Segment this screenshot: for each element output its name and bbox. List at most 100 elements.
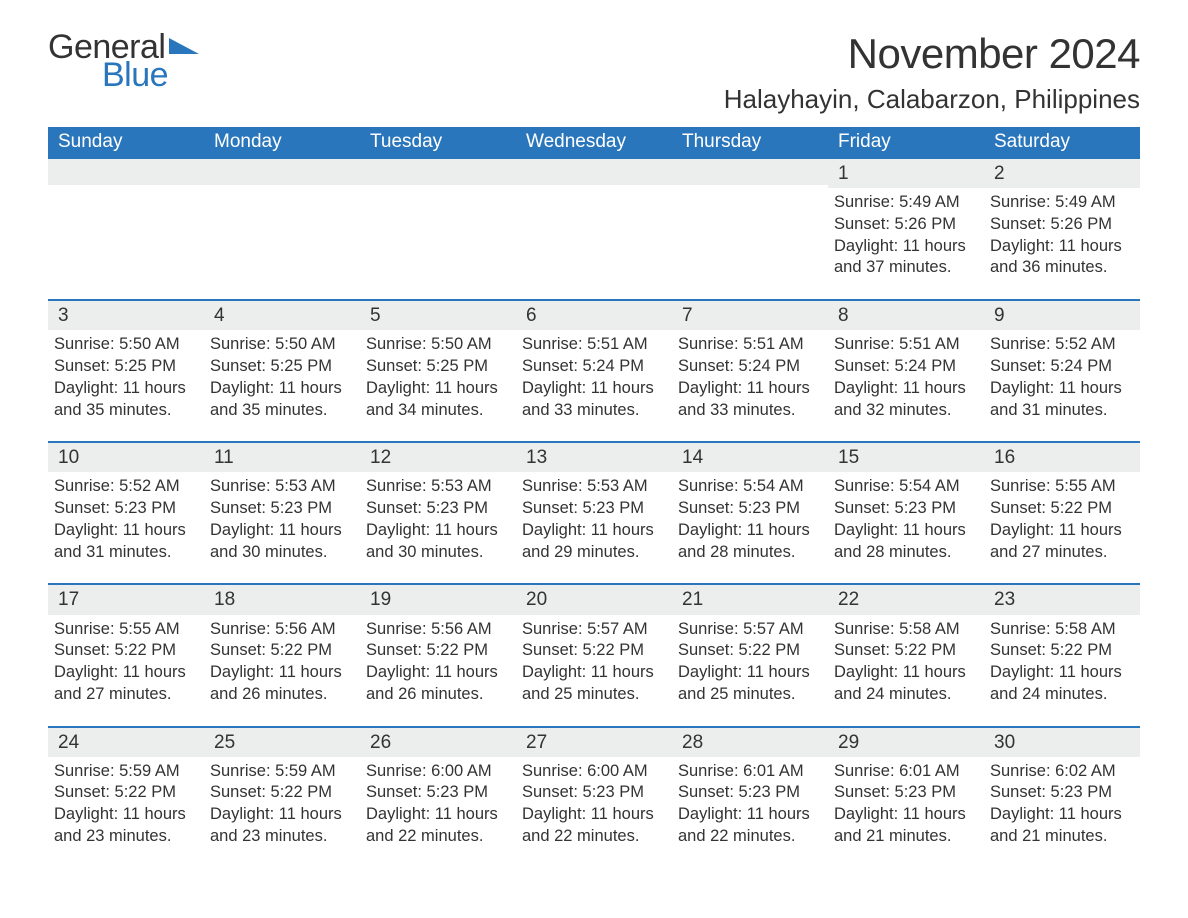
day-info-line: Daylight: 11 hours and 28 minutes. bbox=[678, 520, 822, 564]
calendar-day-cell: 23Sunrise: 5:58 AMSunset: 5:22 PMDayligh… bbox=[984, 583, 1140, 725]
day-number: 28 bbox=[672, 726, 828, 757]
day-info-line: Sunrise: 5:59 AM bbox=[210, 761, 354, 783]
calendar-day-cell: 12Sunrise: 5:53 AMSunset: 5:23 PMDayligh… bbox=[360, 441, 516, 583]
day-info-line: Sunset: 5:23 PM bbox=[834, 782, 978, 804]
calendar-day-cell: 2Sunrise: 5:49 AMSunset: 5:26 PMDaylight… bbox=[984, 157, 1140, 299]
day-info-line: Sunrise: 6:02 AM bbox=[990, 761, 1134, 783]
day-info-line: Sunrise: 5:54 AM bbox=[834, 476, 978, 498]
day-info-line: Sunset: 5:23 PM bbox=[54, 498, 198, 520]
day-info-line: Sunset: 5:23 PM bbox=[678, 782, 822, 804]
calendar-day-cell: 16Sunrise: 5:55 AMSunset: 5:22 PMDayligh… bbox=[984, 441, 1140, 583]
day-number: 25 bbox=[204, 726, 360, 757]
day-number: 5 bbox=[360, 299, 516, 330]
day-info-line: Daylight: 11 hours and 27 minutes. bbox=[990, 520, 1134, 564]
day-info-line: Sunrise: 5:49 AM bbox=[990, 192, 1134, 214]
day-number: 6 bbox=[516, 299, 672, 330]
day-number: 18 bbox=[204, 583, 360, 614]
day-info-line: Daylight: 11 hours and 26 minutes. bbox=[210, 662, 354, 706]
day-number: 16 bbox=[984, 441, 1140, 472]
day-info-line: Sunset: 5:23 PM bbox=[522, 782, 666, 804]
day-info-line: Daylight: 11 hours and 22 minutes. bbox=[366, 804, 510, 848]
day-number: 2 bbox=[984, 157, 1140, 188]
day-info-line: Sunrise: 5:58 AM bbox=[834, 619, 978, 641]
day-info-line: Sunrise: 5:52 AM bbox=[54, 476, 198, 498]
day-number: 26 bbox=[360, 726, 516, 757]
location-subtitle: Halayhayin, Calabarzon, Philippines bbox=[724, 84, 1140, 115]
day-number: 3 bbox=[48, 299, 204, 330]
day-info-line: Sunrise: 5:56 AM bbox=[210, 619, 354, 641]
day-info-line: Sunset: 5:24 PM bbox=[522, 356, 666, 378]
day-info-line: Sunset: 5:22 PM bbox=[990, 640, 1134, 662]
day-info-line: Sunrise: 6:01 AM bbox=[678, 761, 822, 783]
day-info-line: Daylight: 11 hours and 31 minutes. bbox=[990, 378, 1134, 422]
day-number: 22 bbox=[828, 583, 984, 614]
day-number: 4 bbox=[204, 299, 360, 330]
day-number: 23 bbox=[984, 583, 1140, 614]
day-info-line: Daylight: 11 hours and 34 minutes. bbox=[366, 378, 510, 422]
calendar-day-cell: 26Sunrise: 6:00 AMSunset: 5:23 PMDayligh… bbox=[360, 726, 516, 868]
day-number: 24 bbox=[48, 726, 204, 757]
day-number: 29 bbox=[828, 726, 984, 757]
day-info-line: Daylight: 11 hours and 32 minutes. bbox=[834, 378, 978, 422]
weekday-header: Thursday bbox=[672, 127, 828, 157]
day-number: 14 bbox=[672, 441, 828, 472]
day-info-line: Sunset: 5:26 PM bbox=[990, 214, 1134, 236]
day-info-line: Sunset: 5:24 PM bbox=[990, 356, 1134, 378]
calendar-empty-cell bbox=[672, 157, 828, 299]
day-info-line: Sunrise: 6:01 AM bbox=[834, 761, 978, 783]
day-info-line: Sunset: 5:23 PM bbox=[834, 498, 978, 520]
day-info-line: Sunrise: 6:00 AM bbox=[366, 761, 510, 783]
weekday-header: Wednesday bbox=[516, 127, 672, 157]
day-info-line: Daylight: 11 hours and 29 minutes. bbox=[522, 520, 666, 564]
weekday-header-row: SundayMondayTuesdayWednesdayThursdayFrid… bbox=[48, 127, 1140, 157]
day-info-line: Daylight: 11 hours and 23 minutes. bbox=[210, 804, 354, 848]
day-info-line: Sunrise: 5:57 AM bbox=[678, 619, 822, 641]
day-info-line: Sunrise: 5:51 AM bbox=[834, 334, 978, 356]
calendar-week-row: 24Sunrise: 5:59 AMSunset: 5:22 PMDayligh… bbox=[48, 726, 1140, 868]
calendar-day-cell: 30Sunrise: 6:02 AMSunset: 5:23 PMDayligh… bbox=[984, 726, 1140, 868]
day-info-line: Daylight: 11 hours and 37 minutes. bbox=[834, 236, 978, 280]
day-number: 1 bbox=[828, 157, 984, 188]
day-number: 13 bbox=[516, 441, 672, 472]
weekday-header: Saturday bbox=[984, 127, 1140, 157]
day-number: 21 bbox=[672, 583, 828, 614]
calendar-day-cell: 11Sunrise: 5:53 AMSunset: 5:23 PMDayligh… bbox=[204, 441, 360, 583]
day-info-line: Sunset: 5:26 PM bbox=[834, 214, 978, 236]
day-info-line: Sunrise: 5:54 AM bbox=[678, 476, 822, 498]
calendar-day-cell: 20Sunrise: 5:57 AMSunset: 5:22 PMDayligh… bbox=[516, 583, 672, 725]
day-info-line: Sunset: 5:22 PM bbox=[834, 640, 978, 662]
calendar-week-row: 10Sunrise: 5:52 AMSunset: 5:23 PMDayligh… bbox=[48, 441, 1140, 583]
calendar-day-cell: 4Sunrise: 5:50 AMSunset: 5:25 PMDaylight… bbox=[204, 299, 360, 441]
day-number: 30 bbox=[984, 726, 1140, 757]
calendar-day-cell: 28Sunrise: 6:01 AMSunset: 5:23 PMDayligh… bbox=[672, 726, 828, 868]
day-number: 11 bbox=[204, 441, 360, 472]
day-info-line: Sunset: 5:23 PM bbox=[210, 498, 354, 520]
calendar-day-cell: 29Sunrise: 6:01 AMSunset: 5:23 PMDayligh… bbox=[828, 726, 984, 868]
day-info-line: Sunset: 5:22 PM bbox=[678, 640, 822, 662]
calendar-week-row: 1Sunrise: 5:49 AMSunset: 5:26 PMDaylight… bbox=[48, 157, 1140, 299]
day-number: 9 bbox=[984, 299, 1140, 330]
weekday-header: Friday bbox=[828, 127, 984, 157]
day-info-line: Sunset: 5:25 PM bbox=[54, 356, 198, 378]
calendar-empty-cell bbox=[48, 157, 204, 299]
day-info-line: Sunrise: 6:00 AM bbox=[522, 761, 666, 783]
weekday-header: Sunday bbox=[48, 127, 204, 157]
day-number: 7 bbox=[672, 299, 828, 330]
day-info-line: Sunrise: 5:53 AM bbox=[366, 476, 510, 498]
calendar-day-cell: 9Sunrise: 5:52 AMSunset: 5:24 PMDaylight… bbox=[984, 299, 1140, 441]
day-info-line: Sunrise: 5:50 AM bbox=[54, 334, 198, 356]
day-info-line: Sunset: 5:22 PM bbox=[210, 782, 354, 804]
calendar-day-cell: 5Sunrise: 5:50 AMSunset: 5:25 PMDaylight… bbox=[360, 299, 516, 441]
weekday-header: Tuesday bbox=[360, 127, 516, 157]
day-info-line: Sunrise: 5:49 AM bbox=[834, 192, 978, 214]
day-info-line: Daylight: 11 hours and 27 minutes. bbox=[54, 662, 198, 706]
calendar-day-cell: 21Sunrise: 5:57 AMSunset: 5:22 PMDayligh… bbox=[672, 583, 828, 725]
day-number: 12 bbox=[360, 441, 516, 472]
day-number: 15 bbox=[828, 441, 984, 472]
calendar-day-cell: 19Sunrise: 5:56 AMSunset: 5:22 PMDayligh… bbox=[360, 583, 516, 725]
header-region: General Blue November 2024 Halayhayin, C… bbox=[48, 30, 1140, 115]
page-title: November 2024 bbox=[724, 30, 1140, 78]
day-info-line: Sunrise: 5:57 AM bbox=[522, 619, 666, 641]
day-number: 27 bbox=[516, 726, 672, 757]
day-info-line: Daylight: 11 hours and 26 minutes. bbox=[366, 662, 510, 706]
